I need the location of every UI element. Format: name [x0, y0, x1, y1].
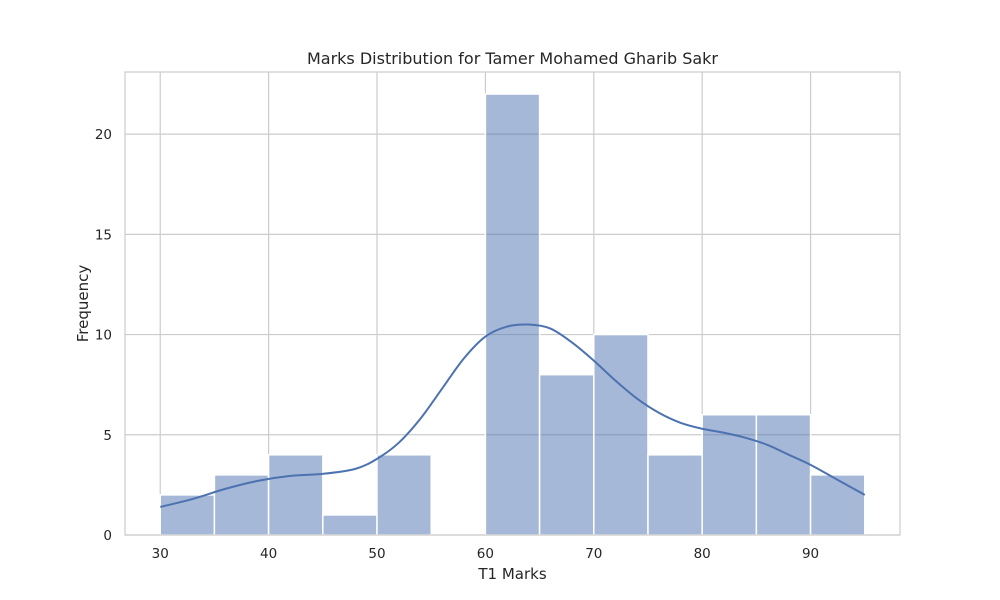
x-tick-label: 60: [477, 546, 494, 562]
plot-frame: [124, 71, 901, 536]
histogram-bar: [376, 454, 432, 536]
x-tick-label: 90: [802, 546, 819, 562]
x-tick-label: 40: [260, 546, 277, 562]
kde-curve: [159, 323, 866, 508]
y-tick-labels: 0 5 10 15 20: [95, 127, 112, 544]
y-tick-label: 15: [95, 227, 112, 243]
histogram-bar: [755, 413, 812, 536]
histogram-bar: [701, 413, 758, 536]
histogram-bar: [647, 454, 703, 536]
x-tick-label: 70: [585, 546, 602, 562]
y-tick-label: 0: [103, 528, 112, 544]
histogram-bar: [484, 93, 541, 536]
x-axis-label: T1 Marks: [477, 565, 546, 583]
histogram-bar: [322, 514, 378, 536]
chart-title: Marks Distribution for Tamer Mohamed Gha…: [307, 49, 718, 68]
x-tick-label: 50: [368, 546, 385, 562]
histogram-bars: [159, 93, 866, 536]
y-tick-label: 10: [95, 328, 112, 344]
histogram-bar: [159, 494, 216, 536]
kde-curve-group: [159, 323, 866, 508]
histogram-bar: [593, 333, 649, 536]
y-tick-label: 5: [103, 428, 112, 444]
y-axis-label: Frequency: [74, 265, 92, 343]
x-tick-label: 30: [152, 546, 169, 562]
x-tick-label: 80: [694, 546, 711, 562]
y-tick-label: 20: [95, 127, 112, 143]
x-tick-labels: 30 40 50 60 70 80 90: [152, 546, 820, 562]
histogram-bar: [538, 373, 595, 536]
histogram-bar: [267, 454, 324, 536]
histogram-bar: [809, 474, 866, 536]
